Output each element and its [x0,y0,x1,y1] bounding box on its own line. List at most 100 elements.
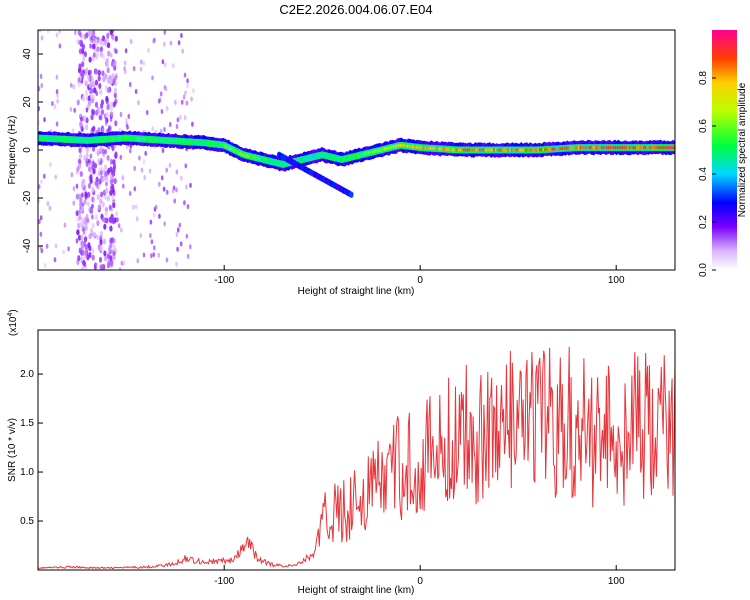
spectrogram-speckle [191,121,194,127]
spectrogram-speckle [91,203,94,209]
spectrogram-speckle [185,233,189,239]
colorbar: 0.0 0.2 0.4 0.6 0.8 Normalized spectral ampl… [698,30,748,277]
spectrogram-speckle [105,112,109,119]
spectrogram-speckle [175,232,179,237]
spectrogram-speckle [99,245,103,252]
spectrogram-speckle [84,246,88,252]
spectrogram-speckle [106,253,110,260]
spectrogram-speckle [109,217,113,224]
snr-multiplier-base: (x10 [8,316,19,336]
spectrogram-speckle [118,267,122,270]
spectrogram-speckle [82,229,86,235]
spectrogram-speckle [150,253,153,259]
spectrogram-speckle [163,221,166,227]
spectrogram-speckle [90,178,93,184]
spectrogram-speckle [55,121,59,127]
spectrogram-speckle [94,180,97,186]
spectrogram-speckle [98,83,102,89]
spectrogram-speckle [111,218,115,225]
spectrogram-speckle [109,225,113,232]
spectrogram-speckle [104,187,109,194]
spectrogram-x-tick-label: 100 [608,275,625,286]
spectrogram-speckle [113,101,117,107]
spectrogram-speckle [84,221,88,228]
spectrogram-speckle [138,155,141,161]
spectrogram-y-label: Frequency (Hz) [7,116,18,185]
colorbar-label: Normalized spectral amplitude [737,82,748,217]
spectrogram-speckle [105,61,109,68]
spectrogram-speckle [109,255,113,261]
spectrogram-speckle [95,91,98,96]
spectrogram-speckle [46,30,50,34]
spectrogram-speckle [112,166,116,173]
spectrogram-speckle [173,198,176,204]
spectrogram-speckle [110,169,114,175]
spectrogram-speckle [109,52,113,58]
spectrogram-speckle [99,198,103,205]
spectrogram-speckle [144,150,147,156]
spectrogram-speckle [109,105,113,112]
snr-y-tick-label: 2.0 [20,369,34,380]
spectrogram-speckle [75,210,79,217]
spectrogram-speckle [102,54,105,60]
spectrogram-speckle [85,32,89,39]
spectrogram-speckle [134,89,138,94]
spectrogram-speckle [94,79,99,86]
spectrogram-speckle [40,35,44,41]
spectrogram-speckle [113,250,116,256]
spectrogram-speckle [107,103,110,109]
spectrogram-speckle [67,246,70,252]
spectrogram-speckle [109,242,113,249]
spectrogram-x-tick-label: 0 [417,275,423,286]
spectrogram-speckle [97,205,101,211]
spectrogram-speckle [95,53,99,60]
spectrogram-speckle [94,101,99,108]
spectrogram-speckle [94,39,98,46]
spectrogram-y-tick-label: -40 [22,238,33,253]
spectrogram-speckle [91,186,95,193]
spectrogram-speckle [158,181,161,187]
spectrogram-speckle [89,88,93,95]
spectrogram-speckle [121,175,124,180]
spectrogram-speckle [104,73,108,80]
spectrogram-speckle [176,246,179,252]
spectrogram-speckle [158,213,161,219]
spectrogram-speckle [99,264,103,270]
colorbar-tick-label: 0.6 [698,119,709,133]
spectrogram-speckle [151,126,154,132]
spectrogram-speckle [127,113,131,119]
snr-panel: -100 0 100 0.5 1.0 1.5 2.0 Height of straight… [7,309,676,596]
spectrogram-speckle [76,99,80,106]
spectrogram-speckle [129,148,132,154]
spectrogram-speckle [81,192,84,198]
spectrogram-speckle [163,41,166,47]
spectrogram-speckle [142,159,146,165]
spectrogram-speckle [69,82,73,88]
spectrogram-speckle [114,35,118,42]
spectrogram-speckle [149,233,152,239]
spectrogram-speckle [124,48,128,54]
spectrogram-speckle [99,89,103,95]
spectrogram-speckle [104,120,108,126]
spectrogram-speckle [128,82,132,87]
spectrogram-speckle [151,75,154,81]
spectrogram-speckle [97,69,101,76]
spectrogram-speckle [79,221,82,227]
spectrogram-speckle [80,234,84,241]
spectrogram-speckle [109,30,113,36]
spectrogram-speckle [189,182,192,188]
spectrogram-speckle [176,117,180,123]
spectrogram-y-tick-label: 20 [22,96,33,108]
spectrogram-speckle [58,43,62,49]
spectrogram-speckle [148,168,152,174]
spectrogram-speckle [185,184,188,190]
spectrogram-x-tick-label: -100 [214,275,234,286]
spectrogram-speckle [100,109,105,116]
spectrogram-speckle [54,243,58,249]
snr-y-label: SNR (10 * v/v) [7,418,18,482]
spectrogram-speckle [110,111,114,117]
spectrogram-speckle [80,266,85,270]
spectrogram-speckle [45,243,49,249]
spectrogram-speckle [137,100,140,106]
spectrogram-speckle [124,69,127,75]
